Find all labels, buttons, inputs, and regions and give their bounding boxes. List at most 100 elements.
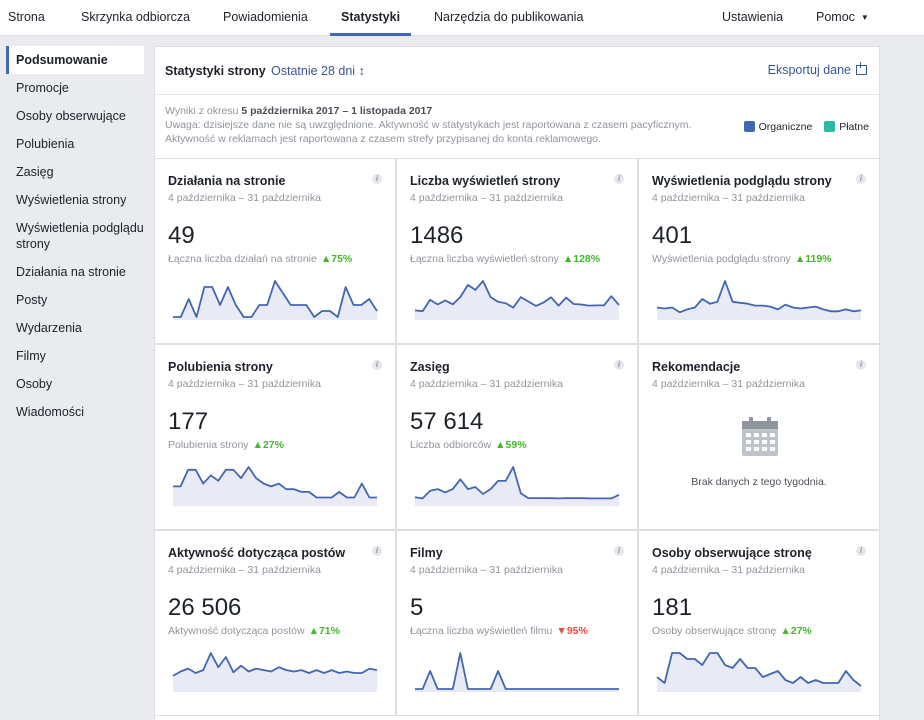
sidebar-item-followers[interactable]: Osoby obserwujące <box>16 109 126 123</box>
sparkline-area <box>657 281 861 320</box>
metric-card-page-previews[interactable]: Wyświetlenia podglądu strony 4 październi… <box>638 158 880 344</box>
card-title: Osoby obserwujące stronę <box>652 546 812 560</box>
legend-paid-label: Płatne <box>839 121 869 133</box>
metric-card-page-views[interactable]: Liczba wyświetleń strony 4 października –… <box>396 158 638 344</box>
sparkline-series-line <box>414 466 620 500</box>
change-percent: 27% <box>262 439 284 451</box>
metric-label: Osoby obserwujące stronę ▲27% <box>652 625 812 637</box>
sparkline-area <box>415 653 619 692</box>
metric-card-recommendations[interactable]: Rekomendacje 4 października – 31 paździe… <box>638 344 880 530</box>
info-icon[interactable]: i <box>856 546 866 556</box>
sparkline-area <box>173 281 377 320</box>
sidebar-item-events[interactable]: Wydarzenia <box>16 321 82 335</box>
metric-card-videos[interactable]: Filmy 4 października – 31 października i 5 Ł… <box>396 530 638 716</box>
triangle-down-icon: ▼ <box>556 625 567 637</box>
tab-publishing-tools[interactable]: Narzędzia do publikowania <box>434 10 584 24</box>
sidebar-item-actions[interactable]: Działania na stronie <box>16 265 126 279</box>
metric-card-reach[interactable]: Zasięg 4 października – 31 października i 5… <box>396 344 638 530</box>
sidebar-item-promotions[interactable]: Promocje <box>16 81 69 95</box>
change-up-badge: ▲119% <box>795 253 832 265</box>
info-icon[interactable]: i <box>856 174 866 184</box>
tab-inbox[interactable]: Skrzynka odbiorcza <box>81 10 191 24</box>
export-data-button[interactable]: Eksportuj dane <box>768 62 867 77</box>
legend-organic-label: Organiczne <box>758 121 813 133</box>
tab-insights[interactable]: Statystyki <box>329 0 412 36</box>
settings-link[interactable]: Ustawienia <box>722 10 784 24</box>
sparkline-chart <box>415 652 619 692</box>
metric-card-post-engagement[interactable]: Aktywność dotycząca postów 4 października… <box>154 530 396 716</box>
metric-label: Łączna liczba działań na stronie ▲75% <box>168 253 352 265</box>
sidebar-item-page-views[interactable]: Wyświetlenia strony <box>16 193 127 207</box>
change-percent: 119% <box>805 253 832 265</box>
insights-sidebar: Podsumowanie Promocje Osoby obserwujące … <box>6 46 144 426</box>
sparkline-chart <box>414 466 620 506</box>
sparkline-series-line <box>656 280 862 314</box>
change-up-badge: ▲27% <box>253 439 284 451</box>
period-prefix: Wyniki z okresu <box>165 105 242 117</box>
card-title: Filmy <box>410 546 443 560</box>
change-percent: 95% <box>566 625 588 637</box>
tab-page[interactable]: Strona <box>8 10 45 24</box>
info-icon[interactable]: i <box>614 546 624 556</box>
metric-card-page-followers[interactable]: Osoby obserwujące stronę 4 października –… <box>638 530 880 716</box>
metric-card-page-likes[interactable]: Polubienia strony 4 października – 31 paź… <box>154 344 396 530</box>
card-date-range: 4 października – 31 października <box>652 378 805 390</box>
metric-value: 49 <box>168 222 195 249</box>
info-icon[interactable]: i <box>856 360 866 370</box>
card-date-range: 4 października – 31 października <box>652 192 805 204</box>
sparkline-series-line <box>415 652 619 690</box>
card-date-range: 4 października – 31 października <box>652 564 805 576</box>
metric-card-page-actions[interactable]: Działania na stronie 4 października – 31 … <box>154 158 396 344</box>
chevron-down-icon: ▼ <box>860 13 869 22</box>
legend: Organiczne Płatne <box>735 121 869 133</box>
card-date-range: 4 października – 31 października <box>168 192 321 204</box>
card-date-range: 4 października – 31 października <box>410 192 563 204</box>
organic-swatch <box>743 121 755 132</box>
sidebar-item-likes[interactable]: Polubienia <box>16 137 75 151</box>
info-icon[interactable]: i <box>372 174 382 184</box>
info-icon[interactable]: i <box>372 546 382 556</box>
info-icon[interactable]: i <box>614 174 624 184</box>
sparkline-series-line <box>656 652 862 687</box>
sidebar-item-reach[interactable]: Zasięg <box>16 165 54 179</box>
metric-value: 57 614 <box>410 408 484 435</box>
metric-label-text: Wyświetlenia podglądu strony <box>652 253 791 265</box>
metric-label: Wyświetlenia podglądu strony ▲119% <box>652 253 832 265</box>
info-icon[interactable]: i <box>614 360 624 370</box>
legend-item-organic: Organiczne <box>743 121 813 133</box>
card-date-range: 4 października – 31 października <box>168 564 321 576</box>
sidebar-item-messages[interactable]: Wiadomości <box>16 405 85 419</box>
triangle-up-icon: ▲ <box>308 625 319 637</box>
metric-label-text: Polubienia strony <box>168 439 249 451</box>
sidebar-item-page-previews[interactable]: Wyświetlenia podglądu strony <box>16 221 144 251</box>
tab-notifications[interactable]: Powiadomienia <box>223 10 308 24</box>
sidebar-item-videos[interactable]: Filmy <box>16 349 46 363</box>
change-up-badge: ▲128% <box>563 253 600 265</box>
sparkline-chart <box>173 466 377 506</box>
metric-label-text: Aktywność dotycząca postów <box>168 625 305 637</box>
triangle-up-icon: ▲ <box>495 439 506 451</box>
sidebar-item-posts[interactable]: Posty <box>16 293 48 307</box>
metric-value: 26 506 <box>168 594 242 621</box>
sparkline-area <box>415 467 619 506</box>
sidebar-item-people[interactable]: Osoby <box>16 377 53 391</box>
metric-label-text: Łączna liczba wyświetleń strony <box>410 253 559 265</box>
change-percent: 75% <box>331 253 353 265</box>
insights-panel: Statystyki strony Ostatnie 28 dni ↕ Eksp… <box>154 46 880 720</box>
metric-value: 1486 <box>410 222 464 249</box>
empty-state-text: Brak danych z tego tygodnia. <box>691 476 827 488</box>
metric-label: Łączna liczba wyświetleń strony ▲128% <box>410 253 600 265</box>
help-menu[interactable]: Pomoc ▼ <box>816 0 869 36</box>
calendar-icon <box>742 417 778 456</box>
sparkline-chart <box>656 280 862 320</box>
sidebar-item-overview[interactable]: Podsumowanie <box>6 46 144 74</box>
metric-label: Łączna liczba wyświetleń filmu ▼95% <box>410 625 588 637</box>
metric-value: 181 <box>652 594 693 621</box>
change-up-badge: ▲59% <box>495 439 526 451</box>
info-icon[interactable]: i <box>372 360 382 370</box>
change-percent: 128% <box>573 253 601 265</box>
page-title: Statystyki strony <box>165 64 266 78</box>
card-title: Zasięg <box>410 360 450 374</box>
date-range-dropdown[interactable]: Ostatnie 28 dni ↕ <box>271 64 365 78</box>
change-up-badge: ▲27% <box>780 625 811 637</box>
